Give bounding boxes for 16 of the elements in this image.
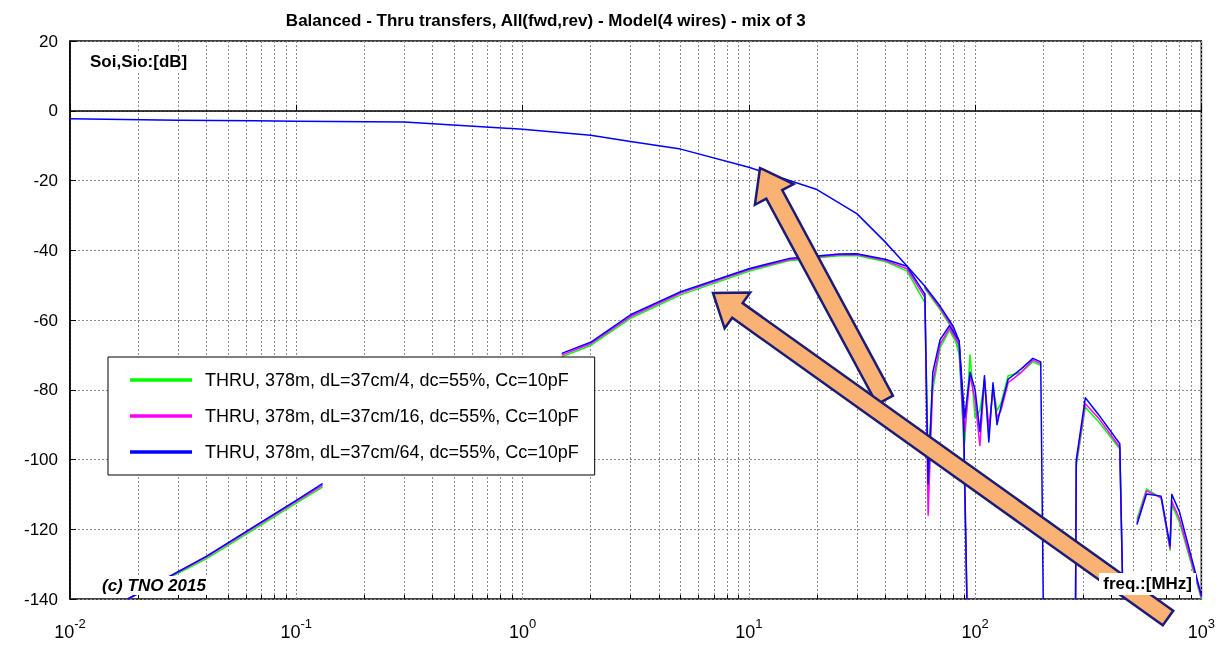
y-tick-label: -140: [23, 589, 58, 609]
legend-label: THRU, 378m, dL=37cm/4, dc=55%, Cc=10pF: [205, 370, 569, 390]
legend-label: THRU, 378m, dL=37cm/64, dc=55%, Cc=10pF: [205, 442, 579, 462]
annotation: (c) TNO 2015: [102, 576, 207, 595]
y-tick-label: -80: [33, 380, 58, 400]
legend-label: THRU, 378m, dL=37cm/16, dc=55%, Cc=10pF: [205, 406, 579, 426]
y-tick-label: 0: [48, 101, 58, 121]
y-tick-label: 20: [39, 31, 58, 51]
y-tick-label: -20: [33, 171, 58, 190]
y-tick-label: -60: [33, 310, 58, 330]
x-axis-title: freq.:[MHz]: [1099, 573, 1196, 595]
chart-title: Balanced - Thru transfers, All(fwd,rev) - Model(4 wires) - mix of 3: [285, 11, 806, 30]
y-axis-title: Soi,Sio:[dB]: [90, 52, 188, 71]
y-tick-label: -40: [33, 240, 58, 260]
y-tick-label: -100: [23, 450, 58, 469]
y-tick-label: -120: [23, 519, 58, 539]
